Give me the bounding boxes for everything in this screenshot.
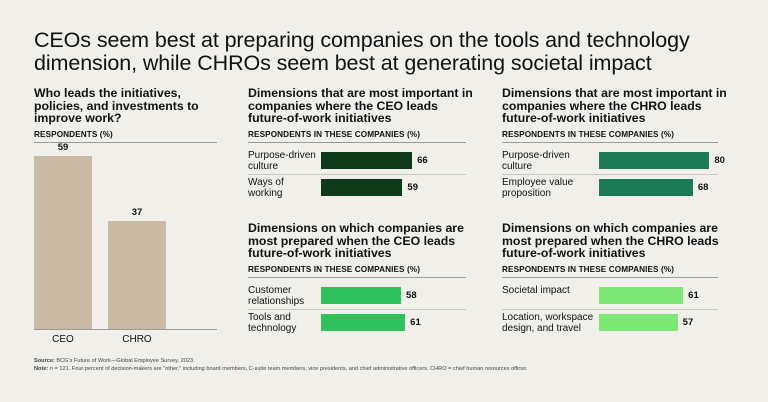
chart-2-xlabel: RESPONDENTS IN THESE COMPANIES (%) (502, 130, 675, 139)
bar-mark (599, 287, 684, 304)
bar-value-label: 61 (688, 290, 699, 301)
row-divider (502, 309, 718, 310)
bar-mark (321, 179, 403, 196)
chart-3-xlabel: RESPONDENTS IN THESE COMPANIES (%) (248, 265, 421, 274)
row-divider (248, 309, 466, 310)
bar-mark (599, 152, 710, 169)
chart-3-title: Dimensions on which companies are most p… (248, 221, 464, 261)
column-value-label: 59 (57, 142, 69, 154)
column-category-label: CHRO (122, 334, 152, 345)
bar-value-label: 68 (697, 182, 709, 193)
bar-category-label: Societal impact (502, 285, 570, 296)
bar-mark (599, 179, 693, 196)
column-bar-chro (108, 220, 166, 329)
chart-1-top-rule (248, 142, 466, 143)
chart-0-title: Who leads the initiatives, policies, and… (34, 86, 199, 126)
note-label: Note: (34, 366, 49, 372)
bar-category-label: Tools and technology (248, 312, 297, 334)
bar-category-label: Location, workspace design, and travel (502, 312, 594, 334)
chart-1-title: Dimensions that are most important in co… (248, 86, 473, 126)
page-title: CEOs seem best at preparing companies on… (34, 28, 690, 75)
row-divider (502, 174, 718, 175)
chart-4-xlabel: RESPONDENTS IN THESE COMPANIES (%) (502, 265, 675, 274)
chart-4-title: Dimensions on which companies are most p… (502, 221, 719, 261)
bar-category-label: Customer relationships (248, 285, 305, 307)
source-label: Source: (34, 358, 55, 364)
column-bar-ceo (34, 156, 92, 329)
bar-value-label: 66 (417, 155, 428, 166)
chart-3-top-rule (248, 277, 466, 278)
bar-mark (321, 314, 406, 331)
column-category-label: CEO (52, 334, 74, 345)
chart-0-top-rule (34, 142, 217, 143)
bar-value-label: 58 (406, 290, 417, 301)
chart-1-xlabel: RESPONDENTS IN THESE COMPANIES (%) (248, 130, 421, 139)
column-value-label: 37 (131, 206, 143, 218)
chart-4-top-rule (502, 277, 718, 278)
bar-category-label: Ways of working (248, 177, 284, 199)
note-footnote: Note: n = 121. Four percent of decision-… (34, 366, 754, 373)
bar-mark (599, 314, 678, 331)
bar-category-label: Purpose-driven culture (502, 150, 570, 172)
chart-2-title: Dimensions that are most important in co… (502, 86, 727, 126)
note-text: n = 121. Four percent of decision-makers… (49, 366, 528, 372)
bar-value-label: 59 (407, 182, 418, 193)
bar-mark (321, 152, 413, 169)
chart-0-baseline (34, 329, 217, 330)
source-text: BCG's Future of Work—Global Employee Sur… (56, 358, 195, 364)
bar-mark (321, 287, 402, 304)
bar-category-label: Purpose-driven culture (248, 150, 316, 172)
source-footnote: Source: BCG's Future of Work—Global Empl… (34, 358, 754, 365)
bar-value-label: 57 (682, 317, 694, 328)
bar-value-label: 61 (410, 317, 421, 328)
chart-0-ylabel: RESPONDENTS (%) (34, 130, 113, 139)
chart-2-top-rule (502, 142, 718, 143)
bar-value-label: 80 (714, 155, 725, 166)
row-divider (248, 174, 466, 175)
bar-category-label: Employee value proposition (502, 177, 574, 199)
